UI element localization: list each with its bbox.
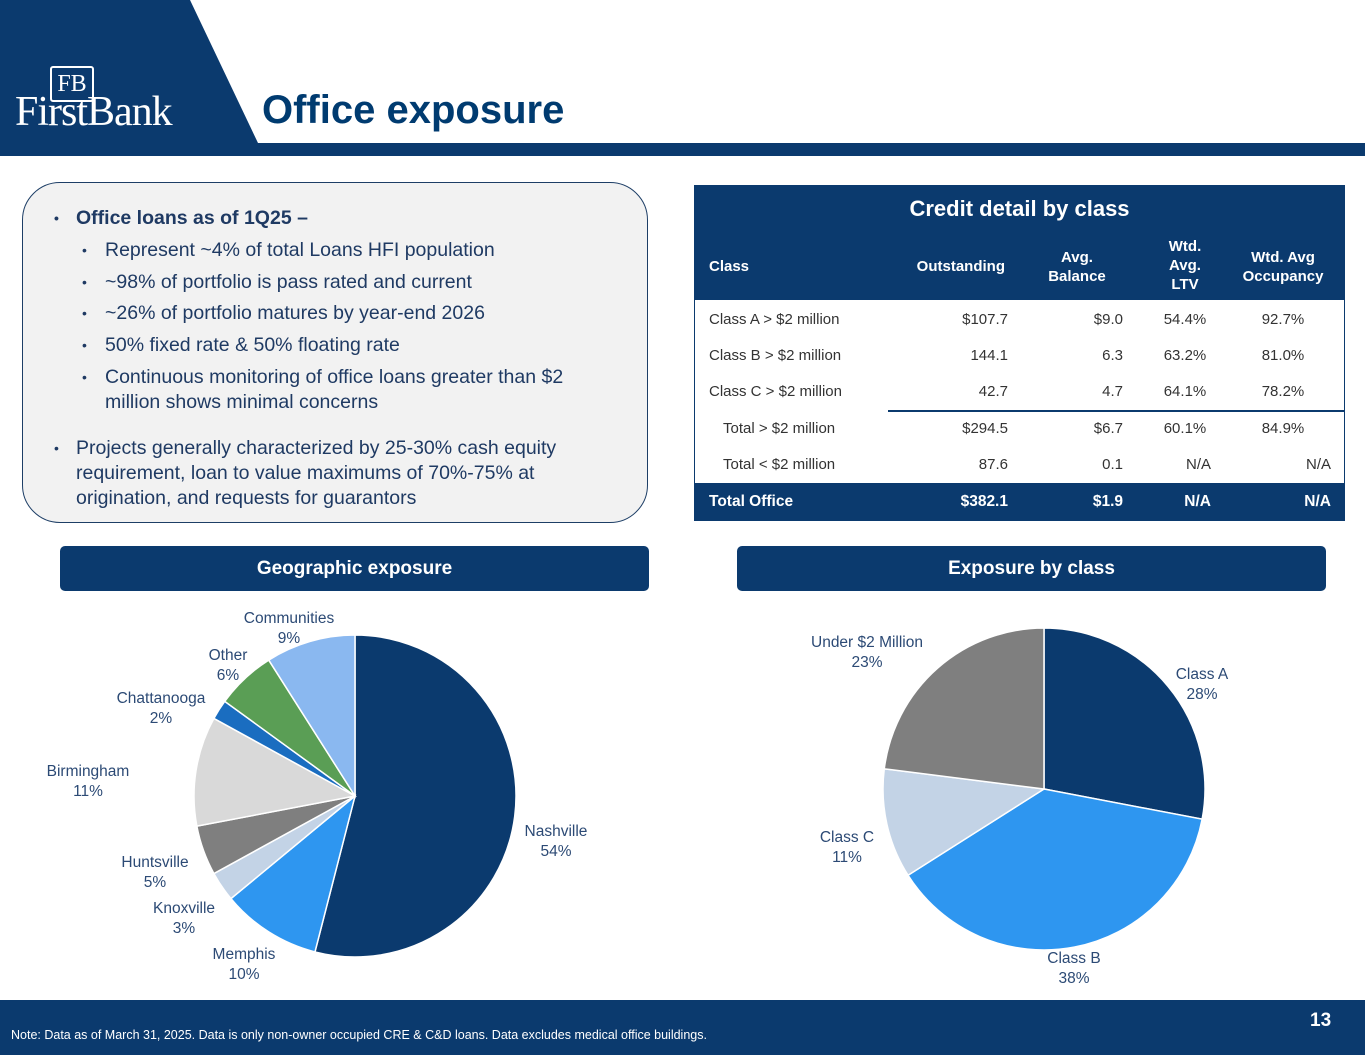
table-cell: $9.0	[1093, 311, 1123, 328]
pie-slice-memphis	[229, 793, 357, 953]
table-body-frame	[694, 300, 1345, 483]
col-header-outstanding: Outstanding	[916, 258, 1005, 275]
label-other: Other 6%	[208, 647, 248, 684]
table-cell: Class A > $2 million	[709, 311, 840, 328]
table-cell: $294.5	[962, 420, 1008, 437]
col-header-class: Class	[709, 258, 750, 275]
summary-box	[22, 182, 648, 523]
table-subtotal-rule	[888, 410, 1345, 412]
table-total-cell: $1.9	[1092, 493, 1123, 510]
table-cell: 78.2%	[1261, 383, 1305, 400]
pie-slice-under-2-million	[883, 627, 1045, 790]
table-cell: Total > $2 million	[723, 420, 836, 437]
label-communities: Communities 9%	[243, 610, 335, 647]
geographic-pie-chart	[193, 634, 517, 958]
table-cell: N/A	[1305, 456, 1331, 473]
table-cell: 64.1%	[1163, 383, 1207, 400]
pie-slice-birmingham	[193, 717, 358, 828]
label-class-a: Class A 28%	[1175, 666, 1229, 703]
table-cell: 87.6	[978, 456, 1008, 473]
table-cell: 42.7	[978, 383, 1008, 400]
footer-bar	[0, 1000, 1365, 1055]
footer-note: Note: Data as of March 31, 2025. Data is…	[11, 1028, 707, 1042]
table-cell: 4.7	[1102, 383, 1123, 400]
logo-wordmark: FirstBank	[15, 89, 173, 135]
label-nashville: Nashville 54%	[524, 823, 588, 860]
header-rule	[0, 143, 1365, 156]
table-cell: 54.4%	[1163, 311, 1207, 328]
pie-slice-communities	[267, 634, 356, 799]
col-header-avg-balance: Avg. Balance	[1048, 249, 1106, 285]
table-cell: 84.9%	[1261, 420, 1305, 437]
table-cell: 60.1%	[1163, 420, 1207, 437]
table-cell: 63.2%	[1163, 347, 1207, 364]
pie-slice-nashville	[314, 634, 517, 958]
label-huntsville: Huntsville 5%	[121, 854, 189, 891]
table-total-row	[694, 483, 1345, 521]
table-cell: 92.7%	[1261, 311, 1305, 328]
table-cell: 81.0%	[1261, 347, 1305, 364]
page-title: Office exposure	[262, 88, 565, 132]
table-total-cell: N/A	[1304, 493, 1331, 510]
pie-slice-class-c	[882, 767, 1047, 877]
table-cell: $107.7	[962, 311, 1008, 328]
label-under-2-million: Under $2 Million 23%	[811, 634, 923, 671]
geographic-exposure-header: Geographic exposure	[60, 546, 649, 591]
table-cell: N/A	[1185, 456, 1211, 473]
logo-banner	[0, 0, 258, 143]
label-chattanooga: Chattanooga 2%	[116, 690, 206, 727]
table-cell: 6.3	[1102, 347, 1123, 364]
table-cell: 144.1	[970, 347, 1008, 364]
table-cell: Total < $2 million	[723, 456, 836, 473]
logo-monogram: FB	[50, 66, 94, 102]
class-pie-chart	[882, 627, 1206, 951]
table-cell: $6.7	[1093, 420, 1123, 437]
class-exposure-header: Exposure by class	[737, 546, 1326, 591]
table-total-cell: $382.1	[960, 493, 1008, 510]
label-class-c: Class C 11%	[819, 829, 875, 866]
col-header-ltv: Wtd. Avg. LTV	[1168, 238, 1202, 293]
label-knoxville: Knoxville 3%	[152, 900, 216, 937]
label-memphis: Memphis 10%	[212, 946, 276, 983]
table-cell: Class C > $2 million	[709, 383, 842, 400]
table-cell: 0.1	[1102, 456, 1123, 473]
table-header	[694, 231, 1345, 300]
table-cell: Class B > $2 million	[709, 347, 842, 364]
page-number: 13	[1310, 1010, 1332, 1031]
table-title: Credit detail by class	[909, 196, 1130, 221]
pie-slice-class-a	[1043, 627, 1206, 821]
table-total-cell: N/A	[1184, 493, 1211, 510]
label-birmingham: Birmingham 11%	[46, 763, 130, 800]
label-class-b: Class B 38%	[1047, 950, 1101, 987]
table-total-cell: Total Office	[709, 493, 794, 510]
table-title-bar	[694, 185, 1345, 231]
col-header-occupancy: Wtd. Avg Occupancy	[1242, 249, 1324, 285]
